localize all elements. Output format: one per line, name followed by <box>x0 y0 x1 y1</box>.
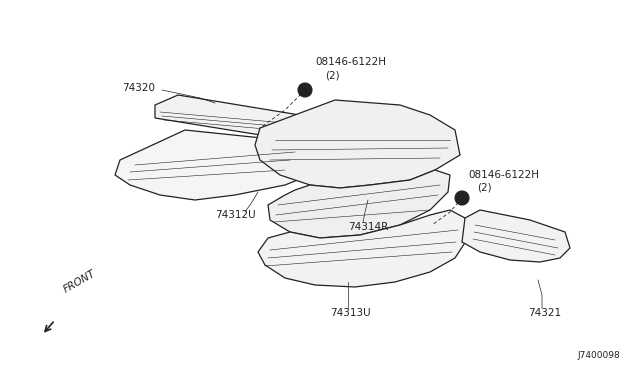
Text: (2): (2) <box>477 183 492 193</box>
Text: B: B <box>301 87 307 93</box>
Circle shape <box>455 191 469 205</box>
Polygon shape <box>155 95 335 143</box>
Polygon shape <box>268 170 450 238</box>
Text: 74312U: 74312U <box>215 210 255 220</box>
Polygon shape <box>115 130 340 200</box>
Text: 74320: 74320 <box>122 83 155 93</box>
Text: FRONT: FRONT <box>62 269 98 295</box>
Polygon shape <box>258 210 470 287</box>
Text: 08146-6122H: 08146-6122H <box>468 170 539 180</box>
Text: 74313U: 74313U <box>330 308 371 318</box>
Text: 74314R: 74314R <box>348 222 388 232</box>
Circle shape <box>298 83 312 97</box>
Text: 74321: 74321 <box>528 308 561 318</box>
Text: 08146-6122H: 08146-6122H <box>315 57 386 67</box>
Text: (2): (2) <box>325 70 340 80</box>
Polygon shape <box>255 100 460 188</box>
Text: B: B <box>459 196 463 201</box>
Polygon shape <box>462 210 570 262</box>
Text: J7400098: J7400098 <box>577 351 620 360</box>
